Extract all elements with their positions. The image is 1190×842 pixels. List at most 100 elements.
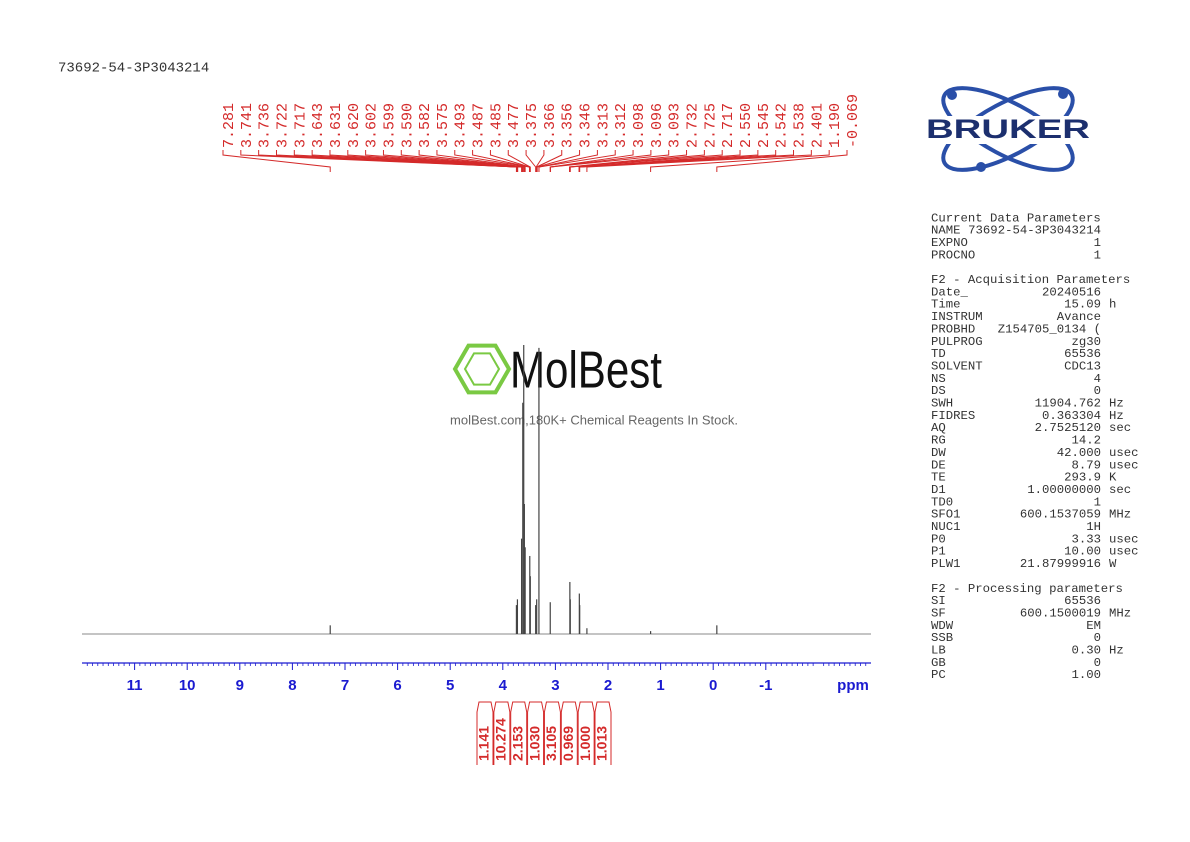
param-unit: Hz	[1109, 409, 1124, 423]
param-name: GB	[931, 656, 946, 670]
integral-label: 1.000	[577, 726, 593, 761]
param-value: CDC13	[1064, 359, 1101, 373]
peak-label: 2.401	[809, 103, 826, 148]
param-value: 65536	[1064, 594, 1101, 608]
peak-leader	[525, 150, 537, 172]
integral-bracket	[594, 701, 612, 765]
x-tick-label: 7	[341, 677, 349, 694]
peak-leader	[507, 150, 531, 172]
peak-leader	[536, 150, 563, 172]
param-name: EXPNO	[931, 236, 968, 250]
param-name: RG	[931, 434, 946, 448]
param-name: TE	[931, 471, 946, 485]
logo-band	[924, 116, 1092, 144]
peak-label: 3.096	[649, 103, 666, 148]
peak-label: 3.313	[595, 103, 612, 148]
section-title: F2 - Processing parameters	[931, 582, 1123, 596]
param-name: SSB	[931, 631, 953, 645]
logo-text: BRUKER	[926, 114, 1090, 144]
param-name: PC	[931, 668, 946, 682]
peak-leader	[586, 150, 812, 172]
peak-label: 3.346	[578, 103, 595, 148]
peak-leader	[293, 150, 519, 172]
peak-label: 3.717	[292, 103, 309, 148]
peak-label: 2.550	[738, 103, 755, 148]
param-value: 11904.762	[1035, 397, 1101, 411]
peak-leader	[538, 150, 616, 172]
peak-label: 2.717	[720, 103, 737, 148]
param-name: AQ	[931, 421, 946, 435]
peak-label: 3.602	[364, 103, 381, 148]
param-name: P0	[931, 532, 946, 546]
peak-leader	[347, 150, 524, 172]
param-unit: Hz	[1109, 644, 1124, 658]
peak-label: 3.098	[631, 103, 648, 148]
peak-label: 3.375	[524, 103, 541, 148]
param-value: Z154705_0134 (	[998, 322, 1101, 336]
sample-title: 73692-54-3P3043214	[58, 61, 209, 77]
watermark-tagline: molBest.com,180K+ Chemical Reagents In S…	[450, 412, 738, 427]
x-tick-label: -1	[759, 677, 772, 694]
logo-dot	[1058, 89, 1068, 99]
param-value: 8.79	[1071, 458, 1101, 472]
param-name: PROCNO	[931, 248, 975, 262]
param-name: TD	[931, 347, 946, 361]
param-unit: Hz	[1109, 397, 1124, 411]
param-name: Date_	[931, 285, 969, 299]
param-value: 65536	[1064, 347, 1101, 361]
param-unit: usec	[1109, 545, 1139, 559]
param-unit: W	[1109, 557, 1117, 571]
peak-label: 3.736	[257, 103, 274, 148]
bruker-logo: BRUKER	[924, 86, 1092, 172]
peak-leader	[329, 150, 523, 172]
param-unit: K	[1109, 471, 1117, 485]
peak-label: 3.643	[310, 103, 327, 148]
peak-label: 3.312	[613, 103, 630, 148]
peak-label: 3.631	[328, 103, 345, 148]
integral-label: 2.153	[509, 726, 525, 761]
watermark-hexagon	[452, 343, 512, 395]
peak-leader	[716, 150, 848, 172]
peak-leader	[549, 150, 634, 172]
peak-label: 2.732	[685, 103, 702, 148]
peak-label: 2.545	[756, 103, 773, 148]
param-name: P1	[931, 545, 946, 559]
param-name: PLW1	[931, 557, 961, 571]
param-name: NUC1	[931, 520, 961, 534]
x-tick-label: 3	[551, 677, 559, 694]
param-name: SI	[931, 594, 946, 608]
param-value: 42.000	[1057, 446, 1101, 460]
integral-label: 1.141	[476, 726, 492, 761]
param-value: 1H	[1086, 520, 1101, 534]
peak-label: 2.725	[702, 103, 719, 148]
x-tick-label: 11	[127, 677, 143, 694]
param-unit: h	[1109, 298, 1116, 312]
peak-label: -0.069	[845, 94, 862, 148]
peak-label: 3.093	[667, 103, 684, 148]
integral-bracket	[493, 701, 511, 765]
param-name: Time	[931, 298, 961, 312]
param-value: 15.09	[1064, 298, 1101, 312]
param-value: Avance	[1057, 310, 1101, 324]
peak-label: 3.485	[488, 103, 505, 148]
peak-label: 3.575	[435, 103, 452, 148]
param-value: 14.2	[1071, 434, 1101, 448]
x-tick-label: 0	[709, 677, 717, 694]
logo-dot	[947, 90, 957, 100]
peak-leader	[650, 150, 830, 172]
param-name: NS	[931, 372, 946, 386]
param-name: PULPROG	[931, 335, 983, 349]
peak-label: 3.620	[346, 103, 363, 148]
param-value: 0.363304	[1042, 409, 1101, 423]
integral-bracket	[560, 701, 578, 765]
param-value: 3.33	[1071, 532, 1101, 546]
peak-leader	[222, 150, 331, 172]
peak-label: 3.487	[471, 103, 488, 148]
param-name: TD0	[931, 495, 953, 509]
param-unit: MHz	[1109, 508, 1131, 522]
integral-bracket	[577, 701, 595, 765]
x-tick-label: 1	[656, 677, 664, 694]
param-value: 20240516	[1042, 285, 1101, 299]
param-name: D1	[931, 483, 946, 497]
